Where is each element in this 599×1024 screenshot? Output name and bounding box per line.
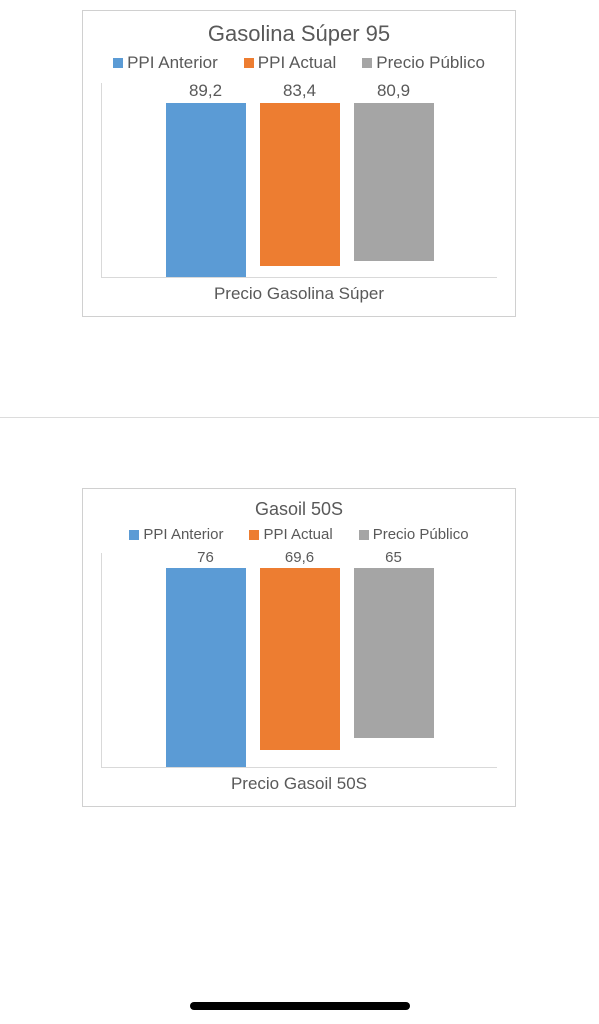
chart-bars: 89,2 83,4 80,9: [102, 81, 497, 277]
bar: [354, 568, 434, 738]
bar-column: 69,6: [260, 549, 340, 767]
bar: [166, 103, 246, 277]
chart-plot-area: 89,2 83,4 80,9: [101, 83, 497, 278]
legend-label: PPI Anterior: [127, 53, 218, 73]
chart-xaxis-label: Precio Gasoil 50S: [101, 774, 497, 794]
bar-value-label: 80,9: [377, 81, 410, 101]
legend-label: PPI Anterior: [143, 526, 223, 543]
chart-plot-area: 7669,665: [101, 553, 497, 768]
legend-label: PPI Actual: [263, 526, 332, 543]
legend-label: Precio Público: [373, 526, 469, 543]
bar: [260, 568, 340, 750]
legend-swatch: [113, 58, 123, 68]
chart-card-gasolina: Gasolina Súper 95 PPI Anterior PPI Actual…: [82, 10, 516, 317]
chart-title: Gasoil 50S: [91, 499, 507, 520]
bar-value-label: 69,6: [285, 549, 314, 566]
chart-card-gasoil: Gasoil 50S PPI Anterior PPI Actual Precio …: [82, 488, 516, 807]
bar-column: 83,4: [260, 81, 340, 277]
bar: [354, 103, 434, 261]
bar: [260, 103, 340, 266]
bar-column: 76: [166, 549, 246, 767]
legend-item: PPI Actual: [249, 526, 332, 543]
bar-column: 80,9: [354, 81, 434, 277]
bar-value-label: 76: [197, 549, 214, 566]
legend-swatch: [362, 58, 372, 68]
legend-item: PPI Actual: [244, 53, 336, 73]
legend-label: PPI Actual: [258, 53, 336, 73]
section-divider: [0, 417, 599, 418]
bar-value-label: 89,2: [189, 81, 222, 101]
legend-swatch: [244, 58, 254, 68]
legend-item: PPI Anterior: [129, 526, 223, 543]
legend-swatch: [359, 530, 369, 540]
legend-item: Precio Público: [362, 53, 485, 73]
chart-xaxis-label: Precio Gasolina Súper: [101, 284, 497, 304]
legend-item: Precio Público: [359, 526, 469, 543]
chart-plot: 89,2 83,4 80,9 Precio Gasolina Súper: [101, 83, 497, 304]
bar-column: 65: [354, 549, 434, 767]
chart-legend: PPI Anterior PPI Actual Precio Público: [91, 526, 507, 543]
bar-column: 89,2: [166, 81, 246, 277]
bar-value-label: 65: [385, 549, 402, 566]
legend-label: Precio Público: [376, 53, 485, 73]
bar: [166, 568, 246, 767]
chart-title: Gasolina Súper 95: [91, 21, 507, 47]
legend-swatch: [249, 530, 259, 540]
chart-legend: PPI Anterior PPI Actual Precio Público: [91, 53, 507, 73]
chart-plot: 7669,665 Precio Gasoil 50S: [101, 553, 497, 794]
bar-value-label: 83,4: [283, 81, 316, 101]
legend-item: PPI Anterior: [113, 53, 218, 73]
chart-bars: 76 69,6 65: [102, 549, 497, 767]
home-indicator: [190, 1002, 410, 1010]
legend-swatch: [129, 530, 139, 540]
